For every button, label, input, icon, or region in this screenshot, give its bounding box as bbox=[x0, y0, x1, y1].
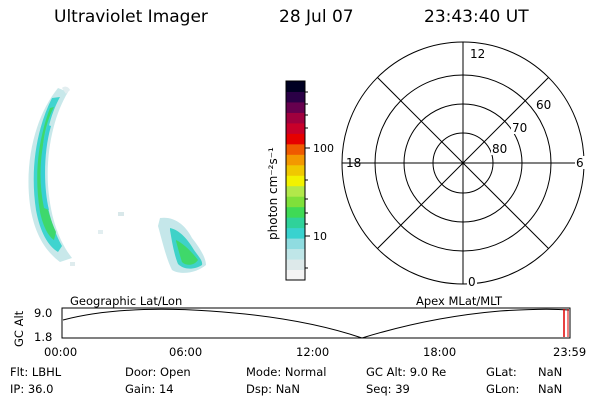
timeline-y-tick-9: 9.0 bbox=[34, 306, 52, 320]
status-seq: Seq: 39 bbox=[366, 382, 410, 396]
colorbar-bin bbox=[286, 196, 305, 208]
mlt-label-0: 0 bbox=[468, 275, 476, 289]
status-ip: IP: 36.0 bbox=[10, 382, 54, 396]
timeline-x-tick-0600: 06:00 bbox=[169, 345, 202, 359]
colorbar-bin bbox=[286, 227, 305, 239]
colorbar-bin bbox=[286, 112, 305, 124]
status-dsp: Dsp: NaN bbox=[246, 382, 300, 396]
colorbar-bin bbox=[286, 91, 305, 103]
colorbar-tick-100: 100 bbox=[313, 142, 334, 155]
mlt-label-6: 6 bbox=[576, 156, 584, 170]
lat-label-60: 60 bbox=[536, 98, 551, 112]
colorbar-unit-label: photon cm⁻²s⁻¹ bbox=[266, 147, 280, 240]
colorbar-bin bbox=[286, 259, 305, 271]
timeline-x-tick-0000: 00:00 bbox=[44, 345, 77, 359]
colorbar-bin bbox=[286, 206, 305, 218]
status-glon: GLon: bbox=[486, 382, 520, 396]
timeline-left-caption: Geographic Lat/Lon bbox=[70, 294, 182, 308]
timeline-x-tick-1200: 12:00 bbox=[296, 345, 329, 359]
colorbar-bin bbox=[286, 238, 305, 250]
status-flt: Flt: LBHL bbox=[10, 365, 62, 379]
instrument-title: Ultraviolet Imager bbox=[54, 7, 208, 27]
colorbar-tick-10: 10 bbox=[313, 230, 327, 243]
status-glat: GLat: bbox=[486, 365, 517, 379]
mlt-label-18: 18 bbox=[346, 156, 361, 170]
colorbar-bin bbox=[286, 101, 305, 113]
colorbar-bin bbox=[286, 269, 305, 281]
auroral-image bbox=[28, 86, 206, 273]
colorbar-bin bbox=[286, 133, 305, 145]
lat-label-80: 80 bbox=[492, 142, 507, 156]
timeline-y-label: GC Alt bbox=[12, 310, 26, 347]
colorbar-bin bbox=[286, 81, 305, 92]
timeline-frame bbox=[61, 307, 571, 339]
status-glat-value: NaN bbox=[538, 365, 563, 379]
colorbar-bin bbox=[286, 175, 305, 187]
status-gain: Gain: 14 bbox=[125, 382, 174, 396]
timeline-x-tick-2359: 23:59 bbox=[553, 345, 586, 359]
status-mode: Mode: Normal bbox=[246, 365, 327, 379]
colorbar-ticks bbox=[305, 91, 310, 269]
polar-grid bbox=[341, 41, 585, 285]
status-door: Door: Open bbox=[125, 365, 191, 379]
status-glon-value: NaN bbox=[538, 382, 563, 396]
status-gc-alt: GC Alt: 9.0 Re bbox=[366, 365, 447, 379]
timeline-x-tick-1800: 18:00 bbox=[423, 345, 456, 359]
time-label: 23:43:40 UT bbox=[424, 7, 529, 27]
date-label: 28 Jul 07 bbox=[279, 7, 354, 27]
colorbar-bin bbox=[286, 217, 305, 229]
timeline-right-caption: Apex MLat/MLT bbox=[416, 294, 503, 308]
colorbar-bin bbox=[286, 154, 305, 166]
altitude-curve bbox=[62, 308, 570, 339]
mlt-label-12: 12 bbox=[470, 47, 485, 61]
colorbar-bin bbox=[286, 122, 305, 134]
colorbar-bin bbox=[286, 143, 305, 155]
colorbar-bin bbox=[286, 164, 305, 176]
timeline-y-tick-1-8: 1.8 bbox=[34, 330, 52, 344]
lat-label-70: 70 bbox=[512, 121, 527, 135]
colorbar-bin bbox=[286, 248, 305, 260]
colorbar-bin bbox=[286, 185, 305, 197]
colorbar bbox=[286, 81, 305, 281]
